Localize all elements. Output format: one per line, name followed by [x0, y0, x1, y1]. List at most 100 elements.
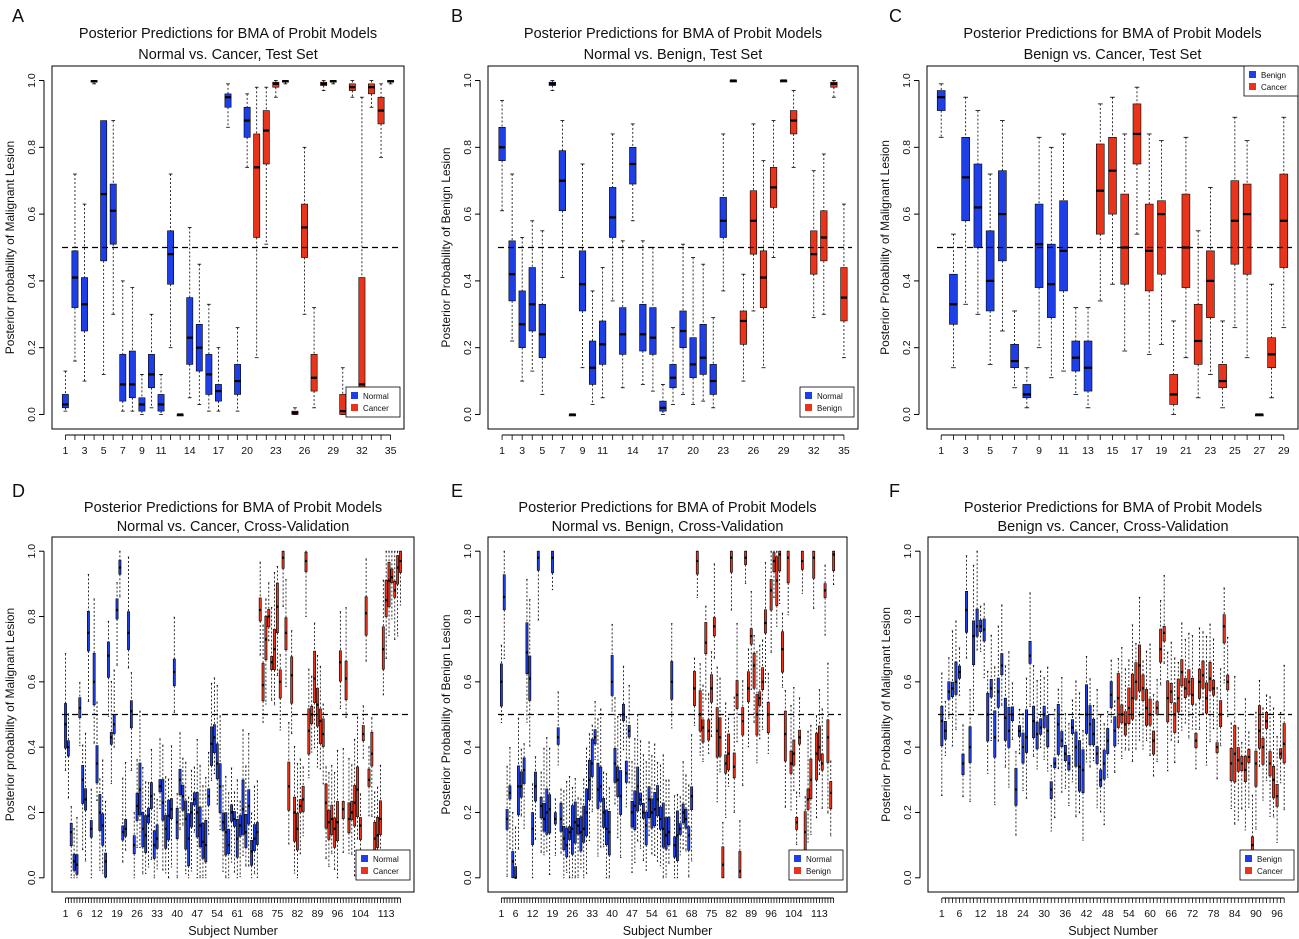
- box-subject-13: [534, 756, 537, 840]
- box-subject-62: [238, 800, 242, 878]
- box-iqr: [630, 800, 634, 828]
- box-subject-86: [741, 680, 745, 787]
- box-subject-5: [100, 120, 108, 375]
- box-subject-63: [241, 729, 245, 856]
- box-subject-52: [210, 682, 213, 781]
- box-iqr: [267, 609, 271, 628]
- box-subject-17: [545, 737, 549, 852]
- box-iqr: [353, 785, 357, 827]
- box-iqr: [599, 320, 607, 365]
- box-iqr: [565, 827, 569, 858]
- box-iqr: [1025, 709, 1029, 753]
- box-subject-77: [1208, 623, 1212, 743]
- box-iqr: [1042, 705, 1046, 728]
- box-iqr: [679, 310, 687, 348]
- box-iqr: [281, 550, 285, 569]
- y-tick-label: 0.8: [902, 609, 914, 624]
- x-tick-label: 20: [687, 445, 699, 457]
- y-tick-label: 1.0: [462, 73, 474, 88]
- box-iqr: [815, 732, 818, 781]
- x-tick-label: 21: [1180, 445, 1192, 457]
- x-tick-label: 78: [1208, 908, 1220, 920]
- box-subject-36: [1063, 713, 1067, 789]
- box-iqr: [184, 800, 188, 850]
- box-subject-46: [1099, 715, 1103, 813]
- y-tick-label: 0.2: [902, 805, 914, 820]
- y-axis-label: Posterior probability of Malignant Lesio…: [3, 141, 17, 354]
- box-iqr: [316, 687, 319, 727]
- box-subject-84: [1233, 676, 1237, 825]
- box-subject-31: [150, 748, 153, 860]
- box-subject-3: [69, 806, 73, 879]
- box-iqr: [195, 792, 199, 838]
- plot-frame: [51, 65, 405, 430]
- box-subject-51: [207, 751, 211, 835]
- box-iqr: [327, 810, 331, 840]
- box-iqr: [596, 762, 600, 809]
- legend-swatch-benign: [1245, 855, 1252, 862]
- box-iqr: [181, 784, 185, 811]
- panel-letter: F: [889, 481, 900, 501]
- box-iqr: [783, 710, 787, 762]
- box-iqr: [1261, 737, 1265, 765]
- box-iqr: [759, 250, 768, 308]
- box-subject-4: [90, 80, 98, 85]
- panel-letter: A: [12, 6, 24, 26]
- box-iqr: [167, 799, 170, 841]
- x-tick-label: 9: [580, 445, 586, 457]
- box-iqr: [293, 796, 296, 842]
- box-iqr: [275, 582, 279, 634]
- box-subject-5: [511, 811, 515, 879]
- box-iqr: [1081, 749, 1085, 794]
- box-iqr: [968, 726, 972, 763]
- legend-label-benign: Benign: [806, 867, 831, 876]
- legend-swatch-cancer: [1249, 83, 1256, 90]
- chart-title: Posterior Predictions for BMA of Probit …: [79, 26, 377, 42]
- box-subject-60: [667, 779, 671, 864]
- box-subject-41: [613, 697, 617, 805]
- box-subject-73: [1194, 703, 1198, 770]
- legend: Normal Cancer: [345, 386, 401, 418]
- box-subject-16: [542, 747, 546, 856]
- box-subject-113: [818, 689, 821, 776]
- box-subject-66: [684, 774, 688, 852]
- box-iqr: [1206, 250, 1215, 318]
- box-iqr: [396, 555, 400, 585]
- box-subject-85: [738, 820, 742, 879]
- box-iqr: [761, 667, 765, 691]
- x-tick-label: 104: [352, 908, 370, 920]
- box-iqr: [1222, 614, 1226, 644]
- box-subject-10: [148, 313, 155, 409]
- box-subject-66: [250, 812, 254, 879]
- chart-subtitle: Normal vs. Cancer, Test Set: [138, 47, 317, 63]
- x-tick-label: 30: [1038, 908, 1050, 920]
- box-subject-48: [198, 765, 202, 879]
- x-tick-label: 7: [120, 445, 126, 457]
- box-iqr: [739, 310, 747, 345]
- box-iqr: [810, 230, 818, 275]
- box-subject-51: [641, 754, 645, 861]
- box-iqr: [975, 608, 979, 637]
- x-tick-label: 9: [1036, 445, 1042, 457]
- box-subject-43: [184, 761, 188, 875]
- box-subject-45: [1095, 689, 1099, 809]
- x-tick-label: 29: [1278, 445, 1290, 457]
- box-iqr: [538, 303, 546, 359]
- x-tick-label: 3: [963, 445, 969, 457]
- box-iqr: [622, 703, 625, 722]
- box-subject-28: [1267, 283, 1276, 399]
- box-iqr: [508, 240, 516, 302]
- box-subject-27: [138, 710, 142, 848]
- x-tick-label: 82: [292, 908, 304, 920]
- box-subject-17: [109, 680, 113, 784]
- chart-subtitle: Normal vs. Cancer, Cross-Validation: [117, 519, 350, 535]
- box-subject-80: [1219, 668, 1223, 747]
- y-tick-label: 0.2: [462, 805, 474, 820]
- y-tick-label: 0.6: [26, 207, 38, 222]
- box-iqr: [689, 337, 697, 379]
- box-subject-30: [1042, 677, 1046, 760]
- y-axis-label: Posterior probability of Malignant Lesio…: [3, 608, 17, 821]
- x-tick-label: 36: [1060, 908, 1072, 920]
- box-subject-117: [829, 760, 833, 837]
- box-subject-76: [278, 654, 282, 731]
